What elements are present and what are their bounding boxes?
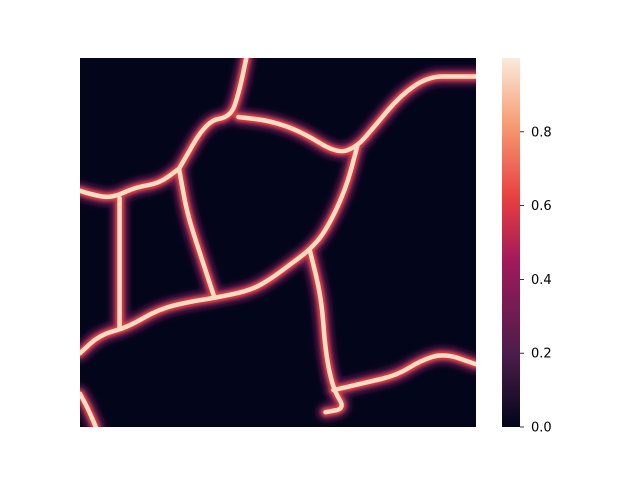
colorbar-tick-label: 0.8 [531,125,552,140]
colorbar: 0.0 0.2 0.4 0.6 0.8 [502,58,552,436]
colorbar-tick-label: 0.4 [531,273,552,288]
colorbar-tick-label: 0.6 [531,199,552,214]
colorbar-tick-label: 0.0 [531,421,552,436]
colorbar-ticks: 0.0 0.2 0.4 0.6 0.8 [520,125,552,435]
colorbar-gradient [502,58,520,427]
colorbar-tick-label: 0.2 [531,347,552,362]
